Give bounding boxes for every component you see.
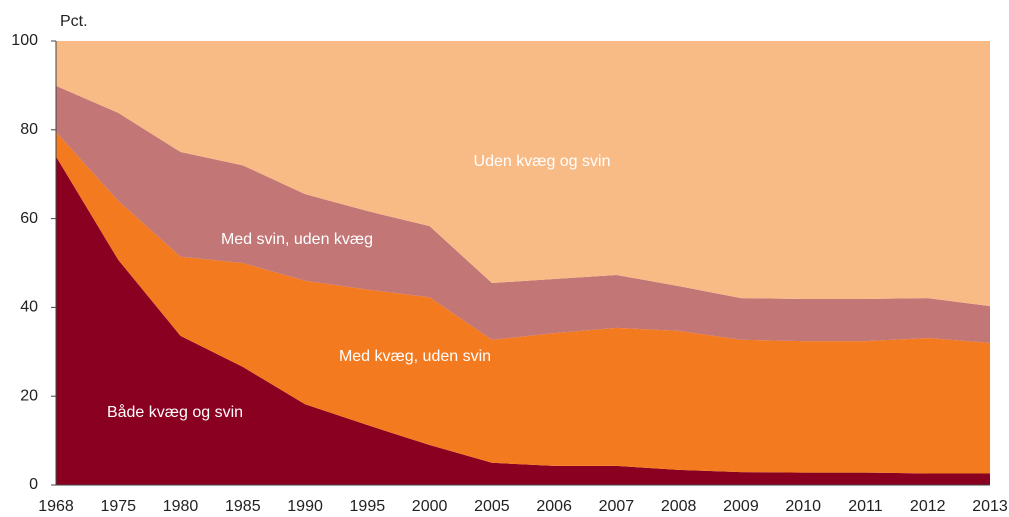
y-tick-label: 80 (20, 121, 38, 138)
x-tick-label: 2005 (474, 498, 510, 515)
x-tick-label: 1975 (100, 498, 136, 515)
series-label: Med svin, uden kvæg (221, 231, 373, 248)
x-tick-label: 1980 (163, 498, 199, 515)
series-label: Både kvæg og svin (107, 403, 243, 421)
x-tick-label: 2012 (910, 498, 946, 515)
x-tick-label: 2007 (599, 498, 635, 515)
x-tick-label: 1985 (225, 498, 261, 515)
y-tick-label: 40 (20, 299, 38, 316)
y-tick-label: 0 (29, 476, 38, 493)
y-axis-label: Pct. (60, 13, 88, 30)
y-tick-label: 60 (20, 210, 38, 227)
y-tick-label: 20 (20, 387, 38, 404)
series-label: Med kvæg, uden svin (339, 348, 491, 365)
x-tick-label: 2000 (412, 498, 448, 515)
area (56, 132, 990, 474)
x-tick-label: 2008 (661, 498, 697, 515)
area (56, 85, 990, 343)
series-label: Uden kvæg og svin (474, 153, 611, 170)
x-tick-label: 1995 (350, 498, 386, 515)
x-tick-label: 2006 (536, 498, 572, 515)
area (56, 156, 990, 485)
x-tick-label: 2013 (972, 498, 1008, 515)
x-tick-label: 1968 (38, 498, 74, 515)
x-tick-label: 1990 (287, 498, 323, 515)
x-tick-label: 2009 (723, 498, 759, 515)
y-tick-label: 100 (11, 32, 38, 49)
x-tick-label: 2011 (848, 498, 883, 515)
area (56, 41, 990, 307)
x-tick-label: 2010 (785, 498, 821, 515)
